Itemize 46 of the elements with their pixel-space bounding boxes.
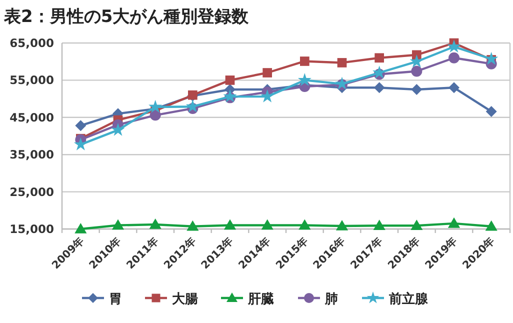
- point: [373, 220, 386, 230]
- point: [374, 82, 385, 94]
- legend-label: 胃: [109, 292, 122, 307]
- y-tick-label: 55,000: [10, 73, 54, 88]
- point: [186, 220, 199, 231]
- point: [224, 219, 236, 230]
- point: [149, 218, 162, 229]
- point: [411, 66, 422, 77]
- point: [298, 219, 311, 230]
- point: [75, 120, 86, 132]
- legend-label: 肝臓: [247, 292, 274, 307]
- point: [74, 137, 88, 150]
- point: [337, 58, 347, 68]
- point: [260, 89, 274, 102]
- point: [74, 222, 87, 234]
- point: [448, 52, 460, 64]
- point: [448, 217, 460, 228]
- point: [112, 219, 124, 230]
- point: [374, 53, 384, 63]
- point: [111, 122, 125, 136]
- point: [448, 82, 460, 94]
- point: [410, 54, 424, 68]
- y-tick-label: 15,000: [10, 222, 54, 236]
- point: [148, 100, 162, 113]
- point: [486, 106, 497, 117]
- point: [300, 56, 310, 66]
- point: [262, 68, 272, 78]
- y-tick-label: 25,000: [10, 184, 54, 199]
- y-tick-label: 35,000: [10, 148, 54, 162]
- point: [410, 220, 423, 230]
- legend-label: 前立腺: [388, 291, 429, 307]
- point: [261, 219, 274, 230]
- y-tick-label: 65,000: [10, 36, 54, 50]
- point: [225, 76, 235, 85]
- point: [150, 110, 161, 121]
- point: [411, 84, 422, 95]
- y-tick-label: 45,000: [10, 110, 54, 124]
- legend-label: 大腸: [172, 292, 198, 307]
- point: [485, 220, 498, 231]
- chart-title: 表2：男性の5大がん種別登録数: [3, 7, 250, 27]
- point: [336, 220, 348, 230]
- legend-label: 肺: [324, 292, 338, 307]
- point: [186, 99, 200, 112]
- point: [223, 89, 237, 102]
- point: [447, 40, 461, 53]
- point: [298, 73, 312, 86]
